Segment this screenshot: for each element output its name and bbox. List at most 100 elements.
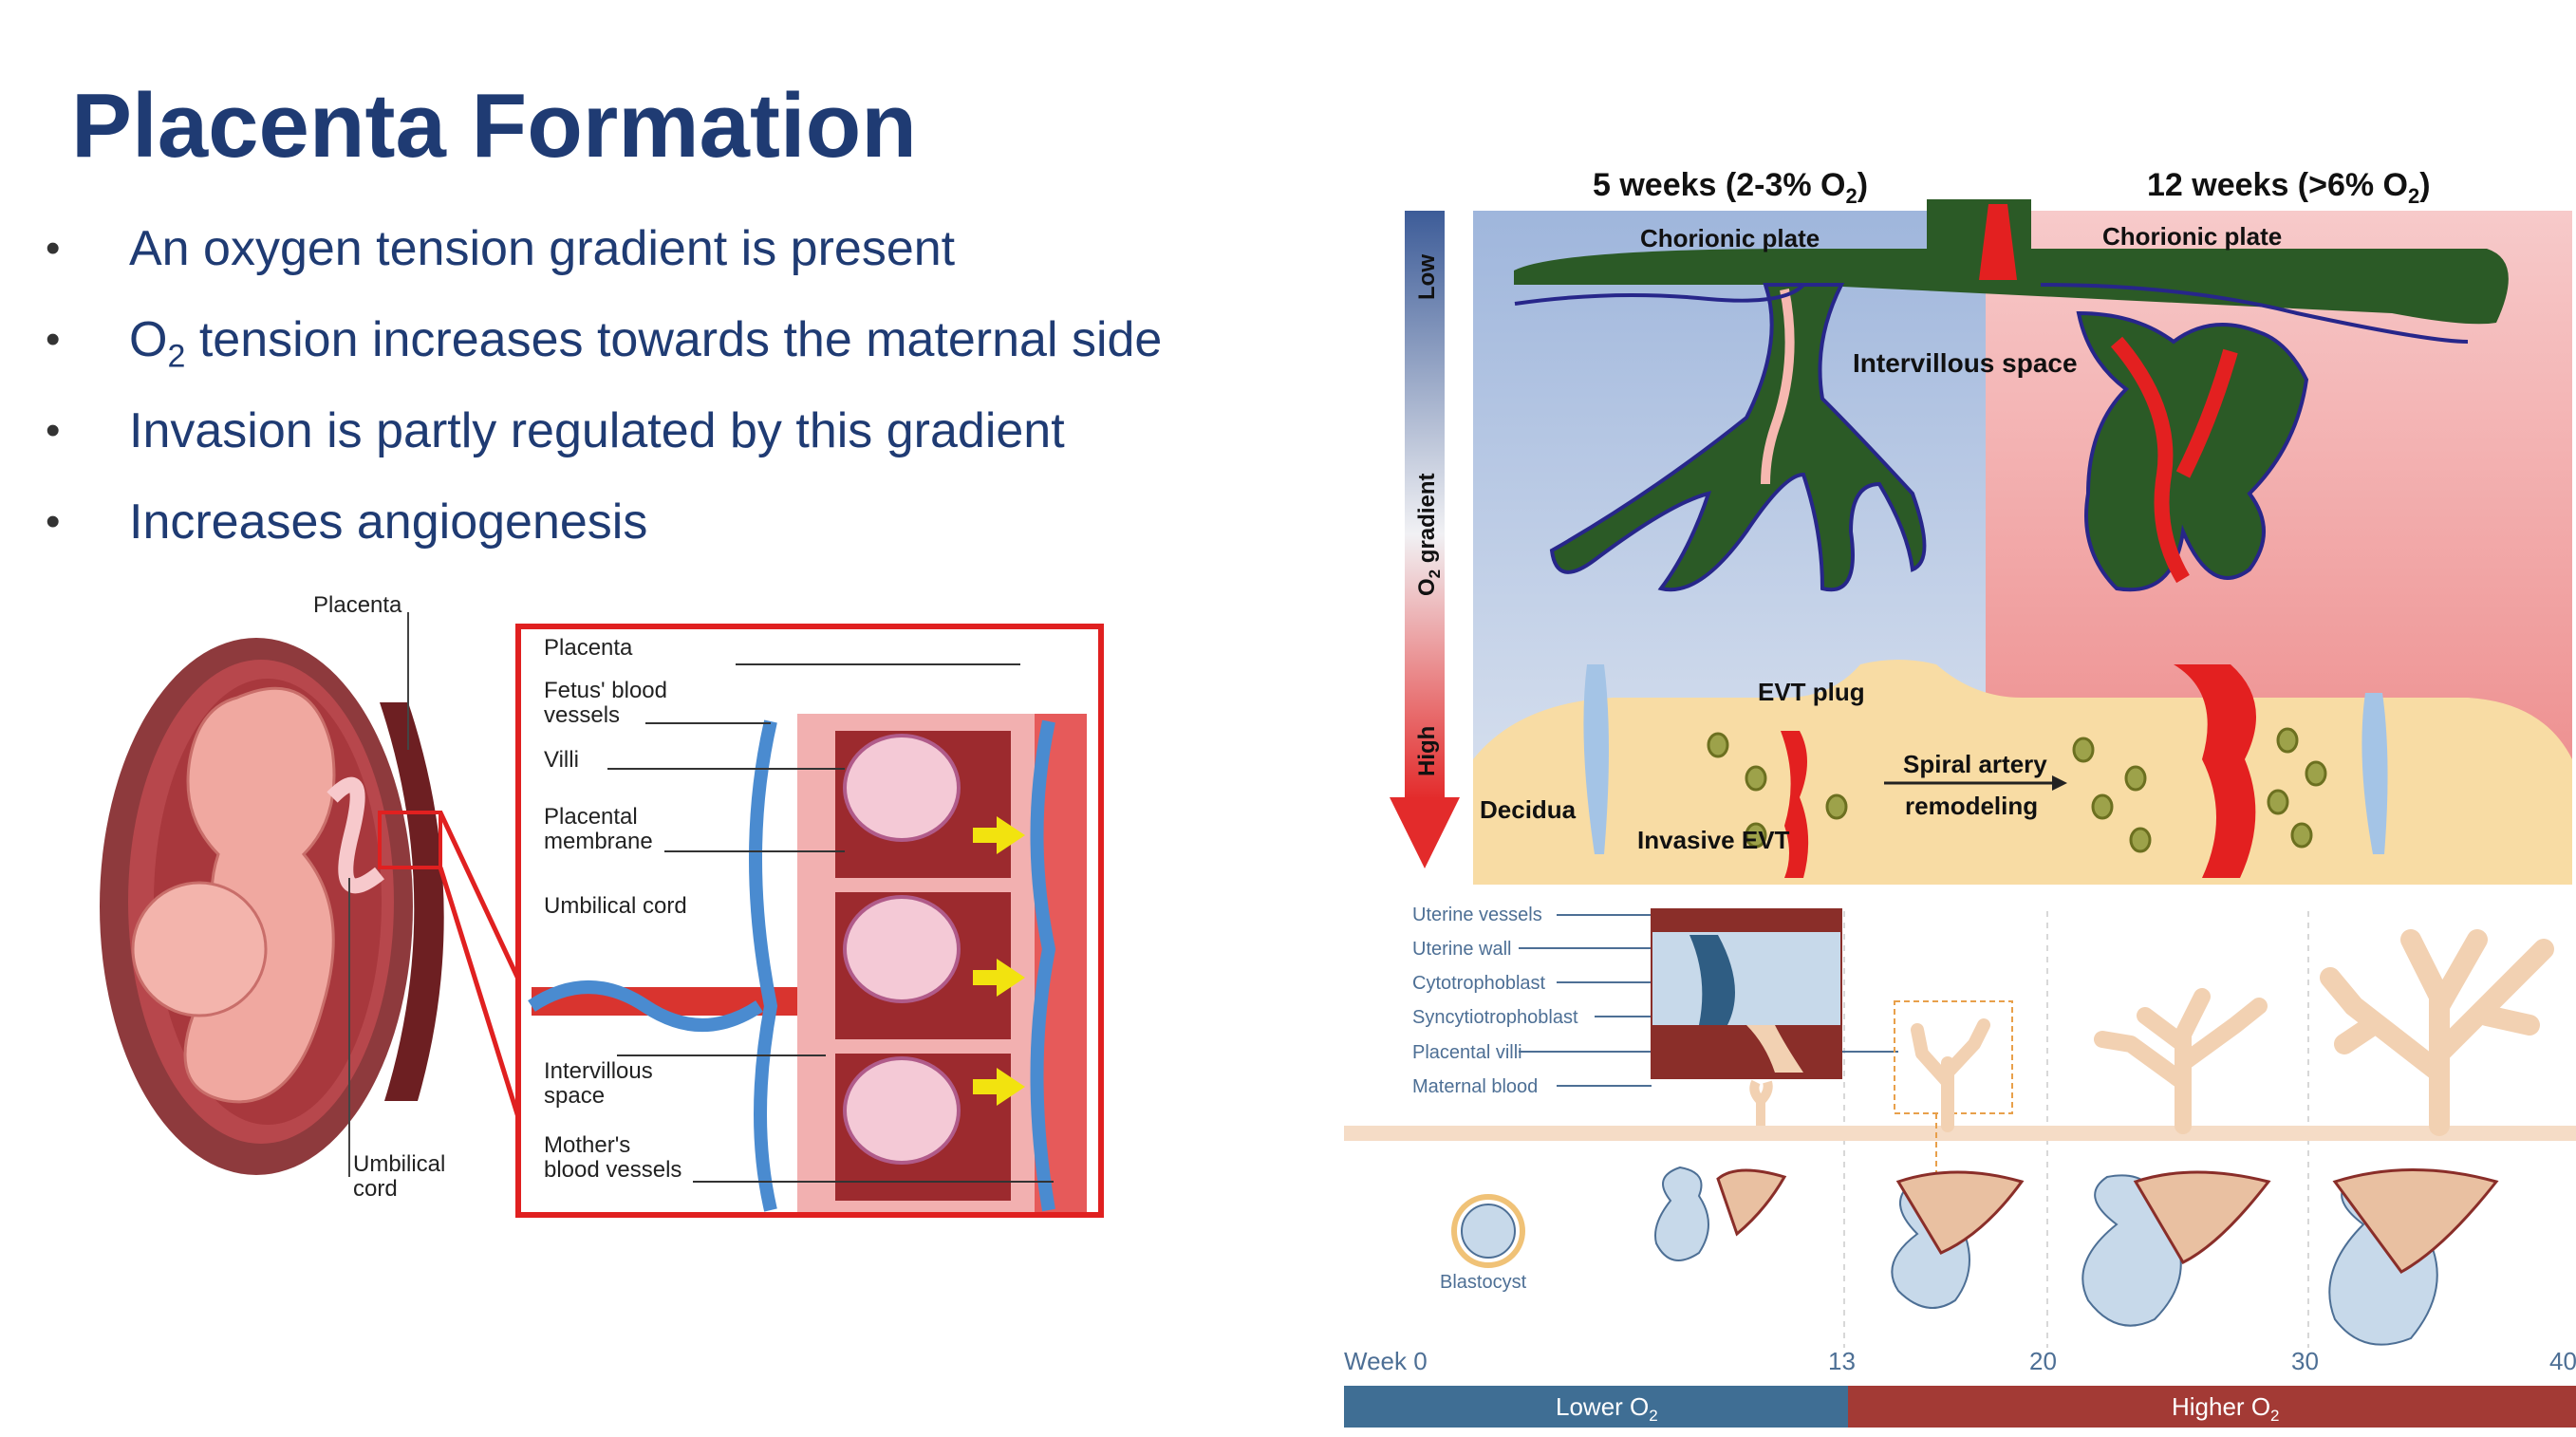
col-left-text: 5 weeks (2-3% O [1593,167,1845,203]
col-right-text: 12 weeks (>6% O [2147,167,2408,203]
timeline-label-uterine-vessels: Uterine vessels [1412,905,1542,925]
timeline-label-uterine-wall: Uterine wall [1412,939,1511,960]
flow-arrow-icon [973,1068,1025,1106]
week-30-label: 30 [2291,1347,2319,1375]
bullet-dot-icon: • [46,407,61,454]
week-40-label: 40 [2549,1347,2576,1375]
umbilical-label-line1: Umbilical [353,1151,445,1177]
zoom-panel-blood [1652,1025,1841,1078]
bullet-text: Increases angiogenesis [129,495,648,550]
axis-high-label: High [1414,726,1440,776]
lower-o2-label: Lower O2 [1556,1392,1658,1425]
lower-o2-sub: 2 [1649,1407,1657,1425]
zoom-panel-wall [1652,909,1841,932]
col-right-end: ) [2419,167,2430,203]
chorionic-plate-label-left: Chorionic plate [1640,224,1820,252]
week-axis: Week 0 13 20 30 40 [1344,1347,2576,1375]
inset-intervillous-line2: space [544,1083,605,1109]
bullet-item: • O2 tension increases towards the matern… [46,311,1162,402]
timeline-label-group: Uterine vessels Uterine wall Cytotrophob… [1412,905,1578,1097]
axis-gradient-o: O [1414,578,1440,596]
lower-o2-text: Lower O [1556,1392,1649,1421]
spiral-artery-left [1583,664,1609,854]
zoom-leader-bottom [438,867,525,1130]
bullet-item: • Increases angiogenesis [46,494,1162,585]
bullet-subscript: 2 [167,338,186,375]
flow-arrow-icon [973,959,1025,997]
umbilical-vein [528,980,763,1032]
slide-title: Placenta Formation [71,75,917,177]
inset-membrane-line2: membrane [544,829,653,854]
placenta-label: Placenta [313,592,402,618]
zoom-cytotrophoblast [1689,935,1735,1025]
bullet-text: An oxygen tension gradient is present [129,221,956,276]
timeline-label-cytotrophoblast: Cytotrophoblast [1412,973,1546,994]
villus-3 [843,1056,961,1165]
villous-core-12wk [2110,336,2238,584]
fetus-placenta-figure: Placenta Umbilical cord Placenta Fetus' … [100,592,1104,1218]
zoom-villus [1746,1025,1803,1073]
week-20-label: 20 [2029,1347,2057,1375]
decidua-label: Decidua [1480,795,1577,824]
bullet-item: • An oxygen tension gradient is present [46,220,1162,311]
bullet-list: • An oxygen tension gradient is present •… [46,220,1162,585]
higher-o2-text: Higher O [2172,1392,2270,1421]
axis-low-label: Low [1414,254,1440,300]
uterine-wall-band [1344,1126,2576,1141]
gradient-arrowhead-icon [1390,797,1460,868]
o2-gradient-bar [1405,211,1445,799]
bullet-dot-icon: • [46,316,61,363]
lower-o2-bar [1344,1386,1848,1428]
spiral-artery-label-line1: Spiral artery [1903,750,2047,778]
axis-gradient-label: O2 gradient [1414,474,1444,596]
timeline-label-maternal-blood: Maternal blood [1412,1076,1538,1097]
intervillous-space-label: Intervillous space [1853,348,2078,378]
bullet-dot-icon: • [46,225,61,271]
week-13-label: 13 [1828,1347,1856,1375]
axis-gradient-sub: 2 [1426,569,1444,578]
invasive-evt-red [1781,731,1809,878]
flow-arrow-icon [973,816,1025,854]
spiral-artery-label-line2: remodeling [1905,792,2038,820]
umbilical-label-line2: cord [353,1176,398,1202]
timeline-label-syncytiotrophoblast: Syncytiotrophoblast [1412,1007,1578,1028]
bullet-text-o: O [129,312,168,367]
blastocyst-label: Blastocyst [1440,1272,1527,1293]
inset-mother-line2: blood vessels [544,1157,681,1183]
column-title-5-weeks: 5 weeks (2-3% O2) [1593,167,1868,208]
bullet-dot-icon: • [46,498,61,545]
placenta-tissue [380,702,444,1101]
villi-sprout-1 [1749,1079,1773,1126]
oxygen-gradient-figure: Low O2 gradient High 5 weeks (2-3% O2) 1… [1390,167,2572,885]
placenta-wedges [1716,1168,2499,1274]
umbilical-artery-red [1979,204,2017,280]
umbilical-coil [327,776,384,894]
villus-1 [843,734,961,842]
axis-gradient-end: gradient [1414,474,1440,569]
col-right-sub: 2 [2408,184,2419,208]
higher-o2-sub: 2 [2270,1407,2279,1425]
fetal-vessel [749,719,778,1212]
inset-membrane-line1: Placental [544,804,638,830]
villous-tree-5wk [1549,283,1927,592]
bullet-text-rest: tension increases towards the maternal s… [185,312,1163,367]
fetus-head [131,881,268,1017]
zoom-box [378,811,442,869]
col-left-end: ) [1857,167,1868,203]
week-0-label: Week 0 [1344,1347,1428,1375]
invasive-evt-label: Invasive EVT [1637,826,1790,854]
remodeled-artery-red [2174,664,2256,878]
evt-cells [1707,727,2327,853]
maternal-vessel [1030,719,1056,1212]
inset-fetus-vessels-line1: Fetus' blood [544,678,667,703]
inset-placenta-label: Placenta [544,635,633,661]
inset-fetus-vessels-line2: vessels [544,702,620,728]
inset-villi-label: Villi [544,747,579,773]
bullet-text: Invasion is partly regulated by this gra… [129,403,1065,458]
villi-trees [1911,929,2554,1136]
villous-core-5wk [1761,289,1795,485]
bullet-item: • Invasion is partly regulated by this gr… [46,402,1162,494]
evt-plug-label: EVT plug [1758,678,1865,706]
col-left-sub: 2 [1845,184,1857,208]
